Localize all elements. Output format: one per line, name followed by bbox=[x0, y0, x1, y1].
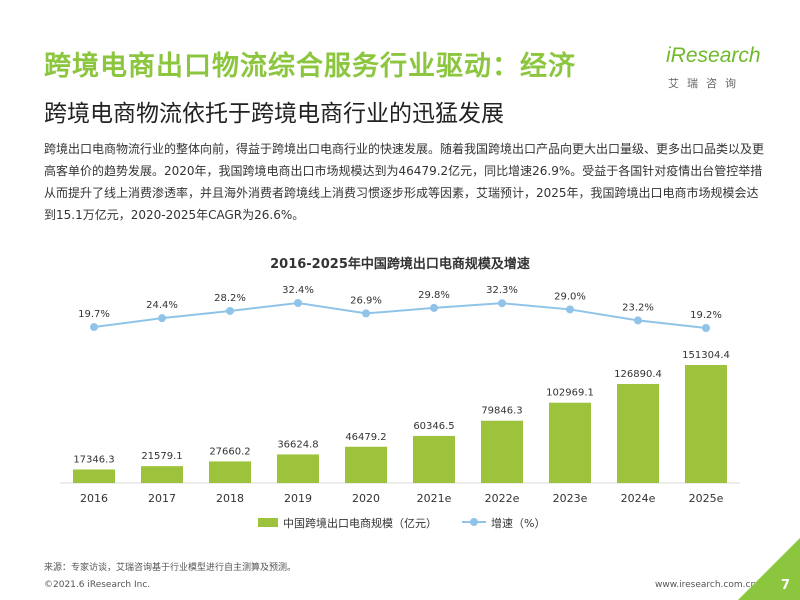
logo-cn-name: 艾瑞咨询 bbox=[668, 77, 744, 90]
growth-label-2022e: 32.3% bbox=[486, 285, 518, 296]
x-tick-2025e: 2025e bbox=[689, 492, 724, 505]
bar-2021e bbox=[413, 435, 455, 483]
growth-point-2019 bbox=[294, 299, 302, 307]
page-subtitle: 跨境电商物流依托于跨境电商行业的迅猛发展 bbox=[44, 101, 504, 127]
growth-label-2020: 26.9% bbox=[350, 295, 382, 306]
growth-label-2016: 19.7% bbox=[78, 309, 110, 320]
x-tick-2016: 2016 bbox=[80, 492, 108, 505]
bar-label-2016: 17346.3 bbox=[73, 454, 114, 465]
bar-label-2022e: 79846.3 bbox=[481, 406, 522, 417]
x-tick-2023e: 2023e bbox=[553, 492, 588, 505]
bar-label-2017: 21579.1 bbox=[141, 451, 182, 462]
x-tick-2020: 2020 bbox=[352, 492, 380, 505]
bar-label-2023e: 102969.1 bbox=[546, 388, 594, 399]
source-note: 来源：专家访谈，艾瑞咨询基于行业模型进行自主测算及预测。 bbox=[44, 563, 297, 573]
bar-label-2024e: 126890.4 bbox=[614, 369, 662, 380]
copyright-text: ©2021.6 iResearch Inc. bbox=[44, 580, 151, 590]
growth-point-2021e bbox=[430, 303, 438, 312]
bar-2020 bbox=[345, 446, 387, 483]
growth-point-2016 bbox=[90, 323, 98, 332]
bar-2023e bbox=[549, 402, 591, 483]
x-tick-2019: 2019 bbox=[284, 492, 312, 505]
page-title: 跨境电商出口物流综合服务行业驱动：经济 bbox=[44, 51, 576, 82]
bar-label-2020: 46479.2 bbox=[345, 432, 386, 443]
growth-point-2017 bbox=[158, 314, 166, 323]
growth-label-2017: 24.4% bbox=[146, 300, 178, 311]
intro-paragraph: 跨境出口电商物流行业的整体向前，得益于跨境出口电商行业的快速发展。随着我国跨境出… bbox=[44, 142, 765, 222]
x-tick-2018: 2018 bbox=[216, 492, 244, 505]
growth-point-2023e bbox=[566, 305, 574, 314]
x-tick-2021e: 2021e bbox=[417, 492, 452, 505]
bar-2022e bbox=[481, 420, 523, 483]
bar-2018 bbox=[209, 461, 251, 483]
growth-point-2025e bbox=[702, 324, 710, 332]
bar-2017 bbox=[141, 466, 183, 483]
growth-point-2018 bbox=[226, 306, 234, 315]
page-number: 7 bbox=[780, 578, 790, 593]
bar-2019 bbox=[277, 454, 319, 483]
bar-2016 bbox=[73, 469, 115, 483]
growth-point-2020 bbox=[362, 309, 370, 318]
x-tick-2024e: 2024e bbox=[621, 492, 656, 505]
legend-label-growth: 增速（%） bbox=[491, 516, 545, 530]
logo-wordmark: iResearch bbox=[666, 44, 761, 67]
growth-label-2023e: 29.0% bbox=[554, 291, 586, 302]
website-link[interactable]: www.iresearch.com.cn bbox=[655, 580, 757, 590]
growth-label-2024e: 23.2% bbox=[622, 302, 654, 313]
growth-line bbox=[93, 301, 707, 329]
x-tick-2022e: 2022e bbox=[485, 492, 520, 505]
growth-point-2022e bbox=[498, 299, 506, 308]
iresearch-logo: iResearch 艾瑞咨询 bbox=[658, 44, 768, 96]
chart-title: 2016-2025年中国跨境出口电商规模及增速 bbox=[270, 256, 530, 272]
bar-2024e bbox=[617, 384, 659, 483]
legend-label-size: 中国跨境出口电商规模（亿元） bbox=[283, 516, 437, 530]
legend-marker-growth bbox=[470, 518, 478, 526]
bar-label-2018: 27660.2 bbox=[209, 446, 250, 457]
x-tick-2017: 2017 bbox=[148, 492, 176, 505]
growth-label-2019: 32.4% bbox=[282, 285, 314, 296]
bar-label-2021e: 60346.5 bbox=[413, 421, 454, 432]
growth-label-2021e: 29.8% bbox=[418, 290, 450, 301]
growth-label-2018: 28.2% bbox=[214, 293, 246, 304]
corner-decoration bbox=[738, 538, 800, 600]
growth-label-2025e: 19.2% bbox=[690, 310, 722, 321]
bar-2025e bbox=[685, 365, 727, 483]
legend-swatch-size bbox=[258, 518, 278, 527]
bar-label-2025e: 151304.4 bbox=[682, 350, 730, 361]
bar-label-2019: 36624.8 bbox=[277, 439, 318, 450]
growth-point-2024e bbox=[634, 316, 642, 325]
